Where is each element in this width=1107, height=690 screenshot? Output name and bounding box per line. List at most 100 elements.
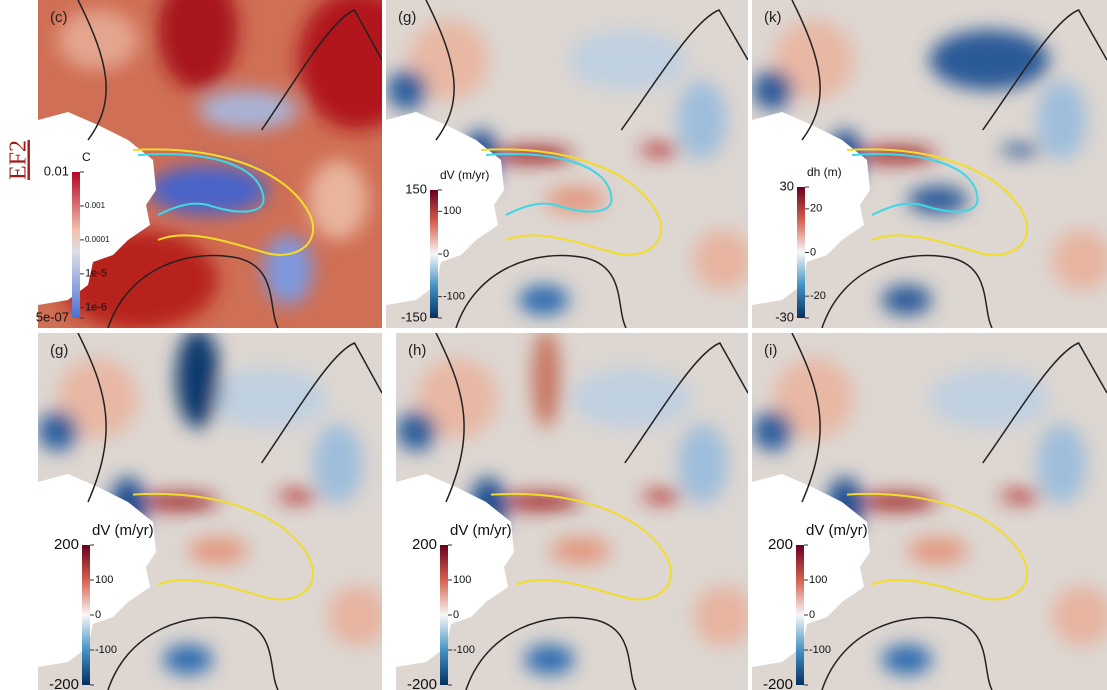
contour — [846, 492, 1028, 601]
field-blob — [163, 644, 213, 675]
colorbar-tick-label: 0 — [809, 609, 815, 621]
colorbar-tick-label: 0.001 — [85, 201, 106, 210]
field-blob — [58, 358, 138, 439]
ice-shelf — [752, 474, 870, 667]
field-blob — [693, 585, 748, 646]
outline — [435, 333, 465, 503]
outline — [791, 0, 821, 141]
field-blob — [524, 644, 575, 675]
outline — [791, 333, 821, 503]
colorbar-tick-label: -200 — [49, 676, 79, 690]
outline — [982, 9, 1107, 131]
outline — [821, 254, 993, 328]
field-blob — [1000, 490, 1041, 503]
field-blob — [571, 368, 692, 429]
colorbar-tick-label: -20 — [810, 290, 826, 302]
colorbar-tick-label: -100 — [95, 644, 117, 656]
field-blob — [138, 493, 218, 510]
field-blob — [752, 410, 793, 451]
contour — [846, 148, 1028, 256]
field-blob — [417, 358, 498, 439]
outline — [260, 342, 382, 464]
field-blob — [692, 230, 748, 290]
colorbar-tick-label: -100 — [443, 291, 465, 303]
colorbar-tick-label: -200 — [407, 676, 437, 690]
map-panel: (g) dV (m/yr) 200 100 0 -100 -200 — [38, 333, 382, 690]
panel-label: (c) — [50, 9, 68, 26]
colorbar-tick-label: 0 — [453, 609, 459, 621]
panels: (c) C 0.01 0.001 0.0001 1e-5 1e-6 5e-07 (g) dV (m… — [36, 0, 1107, 690]
field-blob — [639, 144, 680, 156]
map-field — [38, 333, 382, 690]
field-blob — [148, 165, 268, 215]
colorbar — [82, 545, 90, 685]
field-blob — [550, 536, 611, 565]
colorbar-tick-label: 100 — [453, 574, 471, 586]
field-blob — [387, 70, 428, 110]
map-panel: (k) dh (m) 30 20 0 -20 -30 — [752, 0, 1107, 328]
field-blob — [568, 30, 689, 90]
ice-shelf — [386, 112, 504, 305]
colorbar-tick-label: 100 — [95, 574, 113, 586]
field-blob — [38, 410, 78, 451]
colorbar-tick-label: 200 — [54, 536, 79, 553]
colorbar-tick-label: 0 — [95, 609, 101, 621]
map-panel: (g) dV (m/yr) 150 100 0 -100 -150 — [386, 0, 748, 328]
contour — [485, 153, 613, 216]
colorbar-tick-label: 5e-07 — [36, 309, 69, 324]
map-panel: (c) C 0.01 0.001 0.0001 1e-5 1e-6 5e-07 — [36, 0, 382, 328]
field-blob — [532, 333, 560, 428]
colorbar-title: C — [82, 150, 91, 164]
colorbar-title: dV (m/yr) — [92, 522, 154, 539]
colorbar-tick-label: 0 — [443, 248, 449, 260]
contour — [132, 148, 314, 256]
outline — [624, 342, 748, 464]
field-blob — [263, 235, 313, 305]
outline — [982, 342, 1107, 464]
field-blob — [158, 0, 238, 90]
map-panel: (i) dV (m/yr) 200 100 0 -100 -200 — [752, 333, 1107, 690]
colorbar — [440, 545, 448, 685]
field-blob — [929, 368, 1050, 429]
outline — [425, 0, 455, 141]
field-blob — [313, 423, 363, 504]
field-blobs — [38, 333, 382, 675]
field-blob — [929, 30, 1050, 90]
field-blob — [1036, 423, 1087, 504]
colorbar-tick-label: 1e-5 — [85, 268, 107, 280]
panel-label: (g) — [398, 9, 416, 26]
contour — [132, 492, 314, 601]
outline — [77, 0, 107, 141]
map-field — [38, 0, 382, 328]
panel-label: (g) — [50, 342, 68, 359]
outline — [620, 9, 748, 131]
side-label: EF2 — [6, 140, 32, 180]
ice-shelf — [396, 474, 514, 667]
outline — [260, 9, 382, 131]
field-blob — [642, 490, 683, 503]
field-blob — [1036, 80, 1087, 160]
field-blob — [396, 410, 437, 451]
ice-shelf — [38, 112, 156, 305]
colorbar — [430, 190, 438, 318]
field-blob — [907, 186, 968, 214]
colorbar-title: dV (m/yr) — [806, 522, 868, 539]
field-blob — [752, 70, 793, 110]
colorbar-tick-label: 30 — [780, 178, 794, 193]
field-blob — [1000, 144, 1041, 156]
colorbar — [797, 187, 805, 318]
colorbar-tick-label: 20 — [810, 203, 822, 215]
outline — [107, 254, 279, 328]
field-blob — [409, 20, 490, 100]
colorbar-tick-label: 150 — [405, 181, 427, 196]
colorbar — [72, 172, 80, 318]
field-blob — [677, 423, 728, 504]
map-field — [396, 333, 748, 690]
field-blob — [856, 493, 937, 510]
field-blob — [773, 358, 854, 439]
colorbar-tick-label: -30 — [775, 309, 794, 324]
field-blob — [881, 285, 932, 315]
contour — [490, 492, 672, 601]
outline — [465, 616, 637, 690]
contour — [480, 148, 662, 256]
